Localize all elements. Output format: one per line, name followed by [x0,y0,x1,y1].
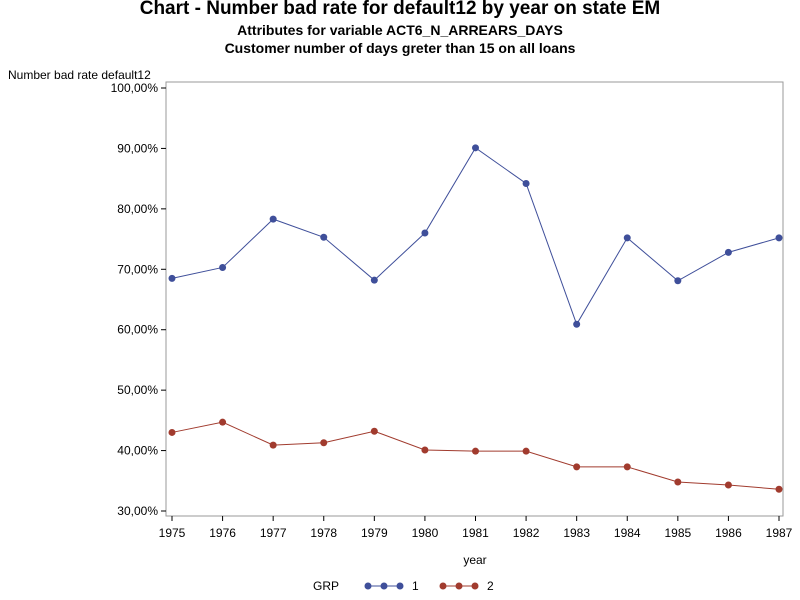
x-tick-label: 1983 [563,526,590,540]
x-tick-label: 1978 [310,526,337,540]
x-tick-label: 1977 [260,526,287,540]
data-point [320,439,328,447]
y-tick-label: 30,00% [117,504,158,518]
series-line [171,421,780,490]
y-axis: 30,00% 40,00% 50,00% 60,00% 70,00% 80,00% 90,0… [111,81,166,518]
chart-subtitle: Attributes for variable ACT6_N_ARREARS_D… [237,22,563,38]
legend-item-1: 1 [364,579,419,593]
data-point [421,446,429,454]
y-tick-label: 70,00% [117,262,158,276]
data-point [472,144,479,152]
x-tick-label: 1981 [462,526,489,540]
legend-marker [471,582,479,590]
chart-subtitle-secondary: Customer number of days greter than 15 o… [224,40,576,56]
x-tick-label: 1984 [614,526,641,540]
legend-marker [396,582,404,590]
y-tick-label: 50,00% [117,383,158,397]
data-point [370,427,378,435]
data-point [775,485,783,493]
y-tick-label: 60,00% [117,323,158,337]
x-axis-label: year [463,553,486,567]
legend-marker [439,582,447,590]
data-point [320,233,328,241]
data-point [269,441,277,449]
data-point [219,263,227,271]
data-point [421,229,429,237]
series-line [171,147,780,326]
y-tick-label: 90,00% [117,141,158,155]
legend-title: GRP [313,579,339,593]
data-point [168,274,176,282]
data-point [775,234,783,242]
chart-title: Chart - Number bad rate for default12 by… [139,0,661,19]
data-point [724,481,732,489]
data-point [370,276,378,284]
data-point [573,463,581,471]
legend-marker [364,582,372,590]
series-2 [168,418,783,493]
data-point [269,215,277,223]
data-point [724,248,732,256]
data-point [168,428,176,436]
data-point [219,418,227,426]
legend-label: 2 [487,579,494,593]
data-point [472,447,479,455]
data-point [674,478,682,486]
y-axis-label: Number bad rate default12 [8,68,151,82]
legend-label: 1 [412,579,419,593]
data-point [674,277,682,285]
x-tick-label: 1986 [715,526,742,540]
data-point [522,447,530,455]
y-tick-label: 100,00% [111,81,159,95]
plot-area-frame [165,81,784,517]
legend-item-2: 2 [439,579,494,593]
x-tick-label: 1976 [209,526,236,540]
x-axis: 1975 1976 1977 1978 1979 1980 1981 1982 1983 1984… [159,516,793,540]
data-point [573,320,581,328]
x-tick-label: 1982 [513,526,540,540]
y-tick-label: 40,00% [117,444,158,458]
series-layer [168,144,783,493]
data-point [623,463,631,471]
series-1 [168,144,783,328]
data-point [522,179,530,187]
x-tick-label: 1979 [361,526,388,540]
legend-marker [380,582,388,590]
x-tick-label: 1975 [159,526,186,540]
x-tick-label: 1985 [664,526,691,540]
x-tick-label: 1987 [766,526,793,540]
data-point [623,234,631,242]
legend-marker [455,582,463,590]
x-tick-label: 1980 [412,526,439,540]
y-tick-label: 80,00% [117,202,158,216]
